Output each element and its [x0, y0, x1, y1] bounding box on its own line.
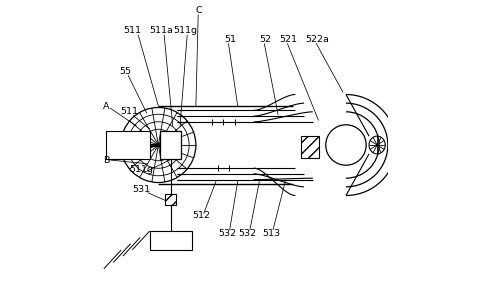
- Text: 511a: 511a: [150, 26, 173, 35]
- Bar: [150, 231, 191, 250]
- Text: 511: 511: [123, 26, 141, 35]
- Text: 513: 513: [262, 229, 280, 238]
- Text: 52: 52: [259, 35, 271, 44]
- Text: B: B: [103, 156, 110, 165]
- Text: 511: 511: [120, 107, 138, 116]
- Text: 512: 512: [193, 211, 211, 220]
- Text: 532: 532: [239, 229, 257, 238]
- Bar: [301, 136, 318, 158]
- Text: 511g: 511g: [174, 26, 198, 35]
- Text: 51: 51: [225, 35, 237, 44]
- Text: C: C: [195, 6, 202, 15]
- Bar: [106, 131, 150, 159]
- Text: 511g: 511g: [129, 165, 153, 174]
- Text: 521: 521: [279, 35, 297, 44]
- Text: 531: 531: [132, 185, 150, 194]
- Text: 55: 55: [119, 67, 131, 76]
- Text: A: A: [103, 102, 110, 110]
- Text: 532: 532: [219, 229, 237, 238]
- Bar: [165, 194, 176, 205]
- Text: 522a: 522a: [305, 35, 329, 44]
- Bar: [160, 130, 182, 160]
